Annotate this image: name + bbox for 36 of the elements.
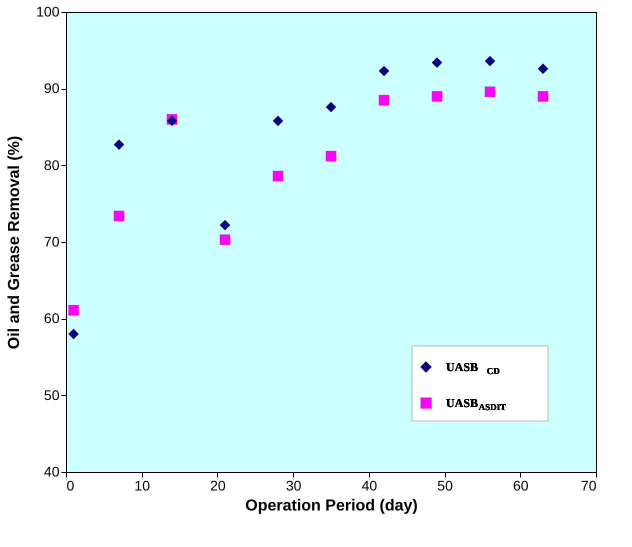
point (220, 234, 230, 245)
point (68, 304, 79, 316)
point (326, 102, 336, 112)
y-tick-label: 100 (36, 4, 60, 20)
point (114, 210, 124, 222)
point (378, 66, 390, 76)
point (326, 150, 336, 162)
point (538, 63, 548, 74)
x-tick-label: 30 (286, 478, 302, 494)
legend-label: UASB CD (446, 360, 500, 376)
y-axis-title: Oil and Grease Removal (%) (6, 136, 24, 350)
point (272, 170, 284, 182)
point (432, 57, 442, 68)
x-tick-label: 10 (134, 478, 150, 494)
point (114, 139, 124, 150)
x-tick-label: 60 (512, 478, 529, 494)
x-tick-label: 70 (580, 478, 597, 494)
x-tick-label: 20 (210, 478, 226, 494)
y-tick-label: 80 (44, 156, 60, 173)
y-tick-label: 90 (44, 80, 60, 96)
y-tick-label: 70 (44, 234, 60, 250)
y-tick-label: 40 (44, 464, 60, 480)
point (378, 94, 390, 106)
x-tick-label: 40 (362, 478, 378, 494)
point (484, 56, 496, 66)
point (272, 116, 284, 126)
point (484, 86, 496, 97)
x-axis-title: Operation Period (day) (245, 498, 418, 514)
point (220, 220, 230, 230)
point (432, 91, 442, 102)
y-tick-label: 60 (44, 310, 60, 326)
y-tick-label: 50 (44, 386, 60, 403)
point (68, 328, 79, 340)
x-tick-label: 50 (437, 478, 454, 494)
point (538, 91, 548, 102)
x-tick-label: 0 (66, 478, 74, 494)
